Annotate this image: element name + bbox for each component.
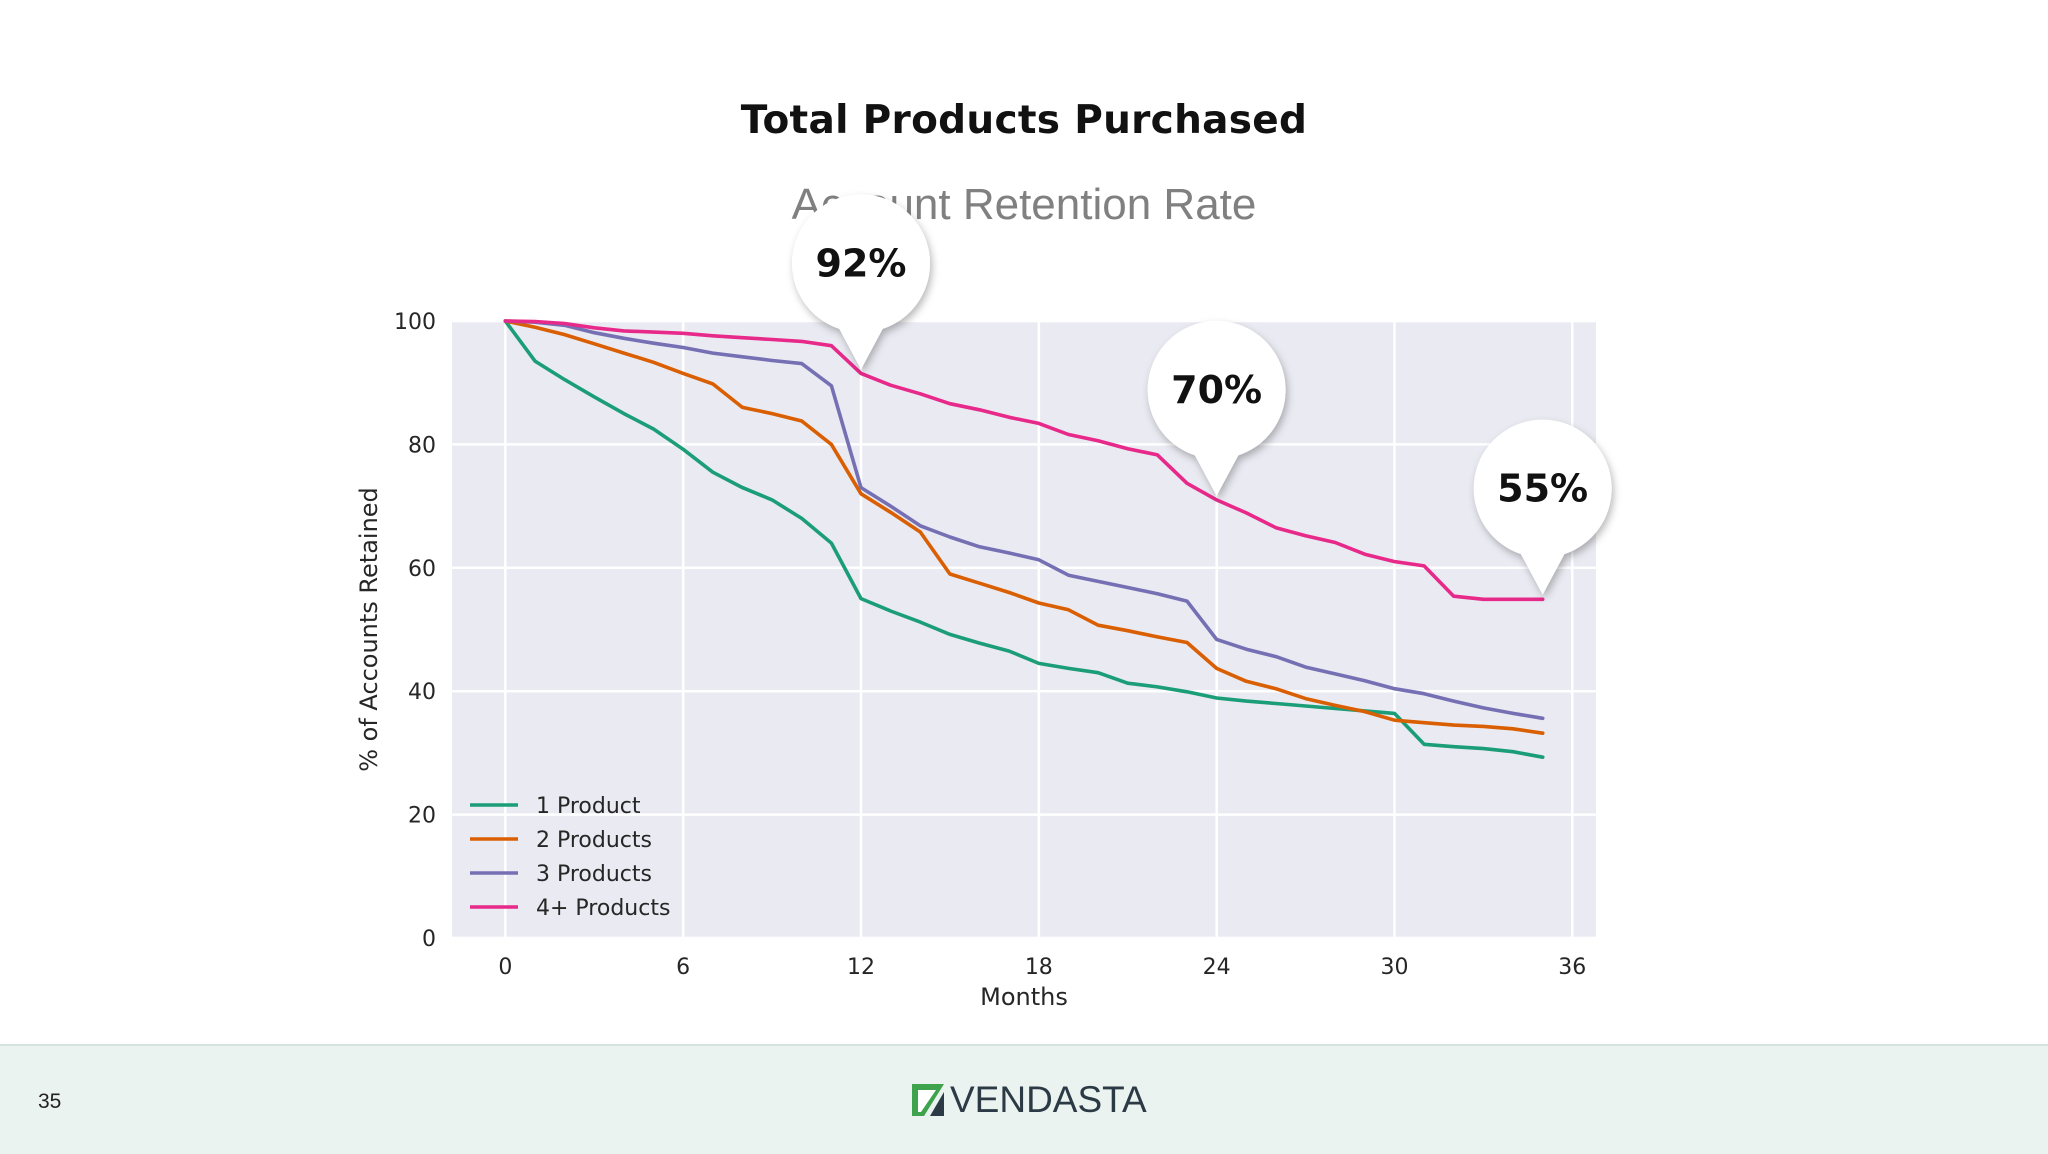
callout-bubble [1473,419,1612,595]
x-tick-label: 12 [847,955,875,980]
y-tick-label: 0 [422,927,436,952]
x-axis-label: Months [980,983,1068,1011]
retention-line-chart: 0 6 12 18 24 30 36 0 20 40 60 80 100 Months % of Accou… [355,194,1612,1011]
y-tick-label: 40 [408,680,436,705]
page-number: 35 [38,1090,62,1113]
y-axis-label: % of Accounts Retained [355,487,383,772]
legend-label: 3 Products [536,862,652,887]
x-tick-label: 6 [676,955,690,980]
vendasta-logo-icon [912,1084,944,1116]
slide-title: Total Products Purchased [740,98,1308,143]
y-tick-label: 100 [394,310,436,335]
callout-label: 70% [1171,368,1262,412]
x-tick-label: 0 [498,955,512,980]
vendasta-brand: VENDASTA [910,1079,1147,1120]
x-tick-label: 24 [1203,955,1231,980]
legend-label: 4+ Products [536,896,670,921]
series-line-4 [503,319,1545,602]
callout-shape [1473,419,1612,595]
callout-bubble [1147,320,1286,496]
y-tick-label: 20 [408,804,436,829]
brand-name: VENDASTA [950,1079,1147,1120]
slide-footer: 35 VENDASTA [0,1044,2048,1154]
y-tick-label: 80 [408,433,436,458]
callout-shape [1147,320,1286,496]
callout-label: 55% [1497,467,1588,511]
series-line-3 [503,319,1545,721]
series-line-2 [503,319,1545,736]
callout-label: 92% [816,241,907,285]
callout-shape [791,194,930,370]
x-tick-label: 30 [1380,955,1408,980]
y-tick-label: 60 [408,557,436,582]
legend-label: 1 Product [536,794,641,819]
x-tick-label: 36 [1558,955,1586,980]
callout-bubble [791,194,930,370]
legend-label: 2 Products [536,828,652,853]
x-tick-label: 18 [1025,955,1053,980]
